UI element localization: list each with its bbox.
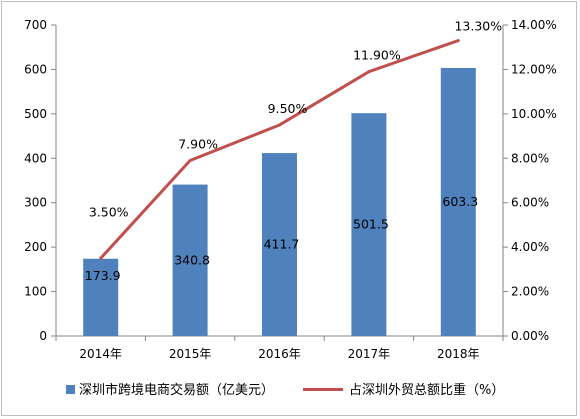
y-right-tick-label: 8.00%: [511, 151, 549, 165]
bar-value-label: 501.5: [353, 217, 389, 232]
line-value-label: 3.50%: [89, 204, 129, 219]
legend-bar-swatch: [66, 385, 75, 394]
legend-line-label: 占深圳外贸总额比重（%）: [349, 382, 504, 398]
bars-group: [83, 67, 476, 337]
x-tick-label: 2016年: [258, 347, 301, 361]
bar: [262, 153, 297, 336]
line-value-label: 11.90%: [353, 48, 401, 63]
y-left-tick-label: 0: [39, 329, 47, 343]
y-right-tick-label: 0.00%: [511, 329, 549, 343]
bar-value-label: 340.8: [174, 252, 210, 267]
y-right-tick-label: 6.00%: [511, 196, 549, 210]
line-value-label: 7.90%: [178, 137, 218, 152]
y-right-tick-label: 2.00%: [511, 285, 549, 299]
bar: [172, 184, 208, 336]
y-left-tick-label: 200: [24, 240, 47, 254]
y-left-tick-label: 500: [24, 107, 47, 121]
y-left-tick-label: 700: [24, 18, 47, 32]
line-value-label: 13.30%: [454, 19, 502, 34]
y-right-tick-label: 12.00%: [511, 62, 557, 76]
bar-value-label: 603.3: [442, 194, 478, 209]
data-labels-group: 173.9 340.8 411.7 501.5 603.3 3.50% 7.90% 9.50%…: [85, 19, 502, 283]
x-tick-label: 2015年: [169, 347, 212, 361]
y-left-tick-label: 400: [24, 151, 47, 165]
y-right-tick-label: 4.00%: [511, 240, 549, 254]
axes-group: 0 100 200 300 400 500 600 700 0.00% 2.00% 4.00% 6.0…: [24, 18, 557, 361]
line-group: [99, 39, 460, 260]
bar: [440, 67, 476, 336]
line-value-label: 9.50%: [268, 101, 308, 116]
x-tick-label: 2014年: [79, 347, 122, 361]
y-right-tick-label: 10.00%: [511, 107, 557, 121]
legend: 深圳市跨境电商交易额（亿美元） 占深圳外贸总额比重（%）: [66, 382, 504, 398]
bar: [351, 113, 387, 337]
y-right-tick-label: 14.00%: [511, 18, 557, 32]
bar: [83, 258, 119, 336]
y-left-tick-label: 100: [24, 285, 47, 299]
series-line: [99, 39, 460, 260]
legend-bar-label: 深圳市跨境电商交易额（亿美元）: [79, 382, 274, 398]
y-left-tick-label: 300: [24, 196, 47, 210]
bar-value-label: 173.9: [85, 268, 121, 283]
x-tick-label: 2018年: [437, 347, 480, 361]
y-left-tick-label: 600: [24, 62, 47, 76]
x-tick-label: 2017年: [348, 347, 391, 361]
bar-value-label: 411.7: [264, 237, 300, 252]
